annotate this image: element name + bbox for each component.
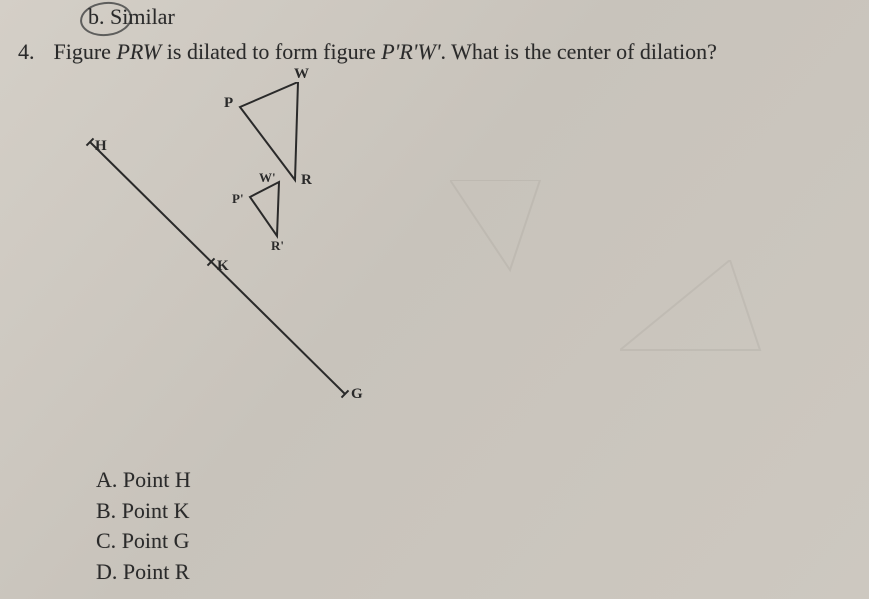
figure-svg	[70, 82, 410, 422]
label-h: H	[95, 138, 107, 155]
q-mid: is dilated to form figure	[161, 39, 381, 64]
label-w-prime: W'	[259, 170, 276, 186]
previous-answer: b. Similar	[88, 4, 175, 30]
choice-d-letter: D.	[96, 559, 117, 584]
choice-b-letter: B.	[96, 498, 116, 523]
choice-c-letter: C.	[96, 528, 116, 553]
label-r: R	[301, 172, 312, 189]
q-em1: PRW	[116, 39, 161, 64]
choice-b-text: Point K	[122, 498, 190, 523]
choice-d-text: Point R	[123, 559, 190, 584]
label-p: P	[224, 95, 233, 112]
ghost-triangle-1	[450, 180, 610, 290]
label-r-prime: R'	[271, 238, 284, 254]
choice-d[interactable]: D. Point R	[96, 558, 191, 587]
triangle-prw	[240, 82, 298, 180]
label-g: G	[351, 386, 363, 403]
q-after: . What is the center of dilation?	[441, 39, 717, 64]
label-p-prime: P'	[232, 191, 244, 207]
label-k: K	[217, 258, 229, 275]
ghost-triangle-2	[620, 260, 780, 370]
label-w: W	[294, 66, 309, 83]
answer-choices: A. Point H B. Point K C. Point G D. Poin…	[96, 466, 191, 588]
prev-letter: b.	[88, 4, 105, 29]
choice-a-text: Point H	[123, 467, 191, 492]
choice-b[interactable]: B. Point K	[96, 497, 191, 526]
question-number: 4.	[18, 38, 48, 66]
choice-c-text: Point G	[122, 528, 190, 553]
triangle-prw-prime	[250, 182, 279, 236]
choice-c[interactable]: C. Point G	[96, 527, 191, 556]
choice-a[interactable]: A. Point H	[96, 466, 191, 495]
question-text: 4. Figure PRW is dilated to form figure …	[18, 38, 855, 66]
prev-text: Similar	[110, 4, 175, 29]
dilation-figure: H K G P W R P' W' R'	[70, 82, 410, 422]
q-before: Figure	[54, 39, 117, 64]
choice-a-letter: A.	[96, 467, 117, 492]
q-em2: P'R'W'	[381, 39, 440, 64]
